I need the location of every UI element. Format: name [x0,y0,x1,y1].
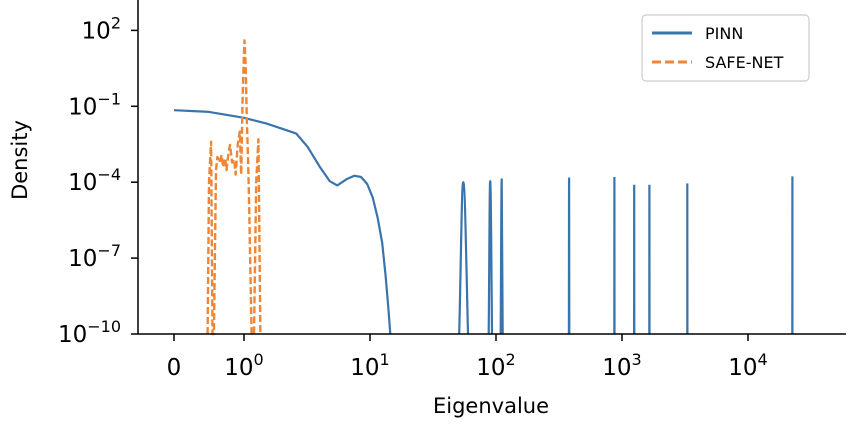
axes [137,0,846,335]
y-ticks: 10−10 10−7 10−4 10−1 102 [58,13,138,348]
x-tick-label: 102 [476,350,515,381]
legend-label-safe-net: SAFE-NET [705,53,784,72]
legend-label-pinn: PINN [705,24,743,43]
y-tick-label: 102 [82,13,121,44]
safe-net-series-line [206,39,262,336]
y-tick-label: 10−7 [68,241,121,272]
plot-lines [173,39,794,336]
pinn-series-line [173,109,392,335]
pinn-spike [458,181,470,335]
x-axis-label: Eigenvalue [433,394,549,418]
x-tick-label: 100 [224,350,263,381]
y-tick-label: 10−1 [68,89,121,120]
legend: PINN SAFE-NET [641,14,810,82]
x-tick-label: 103 [602,350,641,381]
pinn-spike [499,178,504,335]
y-axis-label: Density [8,120,32,200]
y-tick-label: 10−10 [58,317,121,348]
y-tick-label: 10−4 [68,165,121,196]
x-tick-label: 0 [167,355,182,381]
x-tick-label: 104 [728,350,767,381]
pinn-spike [487,180,494,335]
x-ticks: 0 100 101 102 103 104 [167,334,768,381]
x-tick-label: 101 [350,350,389,381]
